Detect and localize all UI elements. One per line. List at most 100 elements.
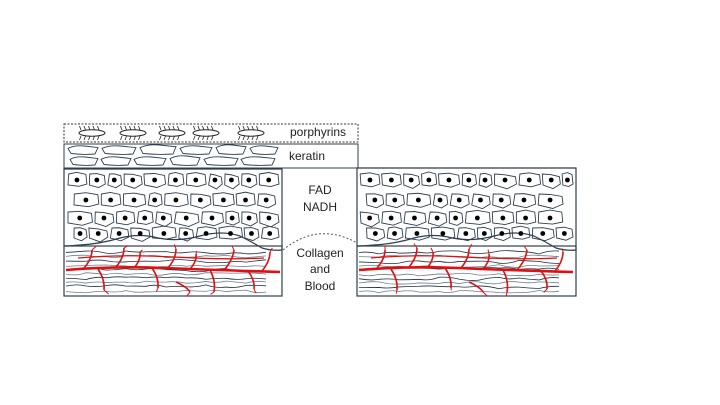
porphyrin-bacteria-group bbox=[78, 125, 265, 141]
blood-vessel-branch bbox=[83, 249, 93, 269]
cell-nucleus bbox=[547, 215, 553, 221]
epidermal-cell bbox=[212, 192, 235, 208]
cell-nucleus bbox=[209, 215, 215, 221]
left-dermis bbox=[63, 245, 283, 297]
epidermal-cell bbox=[531, 227, 555, 242]
collagen-fiber bbox=[65, 259, 267, 263]
cell-nucleus bbox=[499, 231, 505, 236]
epidermal-cell bbox=[88, 173, 106, 188]
keratin-flake bbox=[179, 145, 213, 155]
epidermal-cell bbox=[491, 210, 515, 226]
left-blood-vessels bbox=[65, 244, 281, 297]
epidermal-cell bbox=[115, 210, 136, 226]
cell-nucleus bbox=[108, 197, 114, 203]
keratin-flake bbox=[139, 144, 177, 155]
right-skin-block bbox=[356, 167, 577, 297]
cell-nucleus bbox=[183, 231, 189, 236]
epidermal-cell bbox=[421, 171, 438, 187]
blood-vessel-branch bbox=[554, 251, 564, 272]
right-collagen-fibers bbox=[358, 250, 560, 294]
epidermal-cell bbox=[224, 173, 240, 190]
bacterium-icon bbox=[119, 125, 147, 141]
blood-vessel-branch bbox=[460, 248, 470, 269]
blood-vessel-branch bbox=[261, 251, 271, 272]
blood-vessel-branch bbox=[502, 269, 509, 293]
keratin-flake bbox=[215, 144, 247, 155]
cell-nucleus bbox=[561, 231, 567, 236]
cell-nucleus bbox=[220, 197, 226, 203]
epidermal-cell bbox=[195, 226, 218, 241]
collagen-fiber bbox=[65, 276, 267, 281]
cell-nucleus bbox=[463, 231, 469, 236]
cell-nucleus bbox=[74, 177, 80, 183]
epidermal-cell bbox=[130, 227, 151, 242]
capillary bbox=[253, 288, 257, 294]
cell-nucleus bbox=[203, 231, 209, 236]
cell-nucleus bbox=[267, 231, 273, 236]
blood-vessel-branch bbox=[167, 248, 177, 269]
blood-vessel-branch bbox=[408, 247, 418, 268]
epidermal-cell bbox=[464, 210, 491, 225]
capillary bbox=[413, 243, 418, 249]
keratin-layer-box bbox=[63, 143, 359, 169]
cell-nucleus bbox=[453, 215, 458, 221]
epidermal-cell bbox=[218, 225, 243, 240]
blood-vessel-branch bbox=[247, 270, 255, 290]
epidermal-cell bbox=[260, 225, 280, 240]
epidermal-cell bbox=[471, 193, 491, 210]
epidermal-cell bbox=[167, 172, 185, 187]
cell-nucleus bbox=[392, 231, 397, 236]
blood-vessel bbox=[77, 255, 265, 260]
cell-nucleus bbox=[249, 231, 254, 236]
cell-nucleus bbox=[372, 197, 378, 203]
blood-vessel-branch bbox=[390, 268, 398, 291]
epidermal-cell bbox=[537, 209, 564, 225]
cell-nucleus bbox=[367, 177, 373, 183]
cell-nucleus bbox=[392, 197, 398, 203]
cell-nucleus bbox=[388, 177, 394, 183]
cell-nucleus bbox=[415, 197, 421, 203]
epidermal-cell bbox=[136, 209, 154, 225]
left-skin-block bbox=[63, 168, 283, 297]
collagen-fiber bbox=[358, 250, 560, 255]
blood-vessel-branch bbox=[175, 281, 191, 293]
cell-nucleus bbox=[414, 231, 420, 236]
collagen-fiber bbox=[358, 260, 560, 264]
epidermal-cell bbox=[456, 227, 476, 242]
capillary bbox=[103, 289, 110, 295]
epidermal-cell bbox=[258, 172, 280, 187]
bacterium-icon bbox=[78, 125, 106, 141]
epidermal-cell bbox=[493, 227, 511, 242]
cell-nucleus bbox=[466, 177, 472, 183]
cell-nucleus bbox=[173, 177, 178, 183]
keratin-flake bbox=[69, 156, 99, 166]
cell-nucleus bbox=[111, 177, 117, 183]
cell-nucleus bbox=[502, 177, 508, 183]
epidermal-cell bbox=[164, 192, 189, 208]
cell-nucleus bbox=[228, 231, 233, 236]
cell-nucleus bbox=[434, 215, 440, 221]
cell-nucleus bbox=[526, 177, 532, 183]
cell-nucleus bbox=[173, 197, 179, 203]
epidermal-cell bbox=[404, 226, 430, 241]
collagen-fiber bbox=[358, 272, 560, 277]
epidermal-cell bbox=[403, 211, 427, 226]
epidermal-cell bbox=[511, 225, 531, 240]
epidermal-cell bbox=[476, 226, 493, 241]
keratin-flakes-group bbox=[67, 144, 279, 166]
epidermal-cell bbox=[67, 210, 93, 226]
capillary bbox=[123, 245, 129, 249]
blood-vessel-branch bbox=[426, 251, 434, 269]
epidermal-cell bbox=[518, 172, 542, 188]
epidermal-cell bbox=[381, 172, 402, 188]
epidermal-cell bbox=[241, 173, 258, 189]
blood-vessel bbox=[358, 266, 574, 274]
cell-nucleus bbox=[77, 215, 83, 221]
cell-nucleus bbox=[482, 177, 488, 183]
epidermal-cell bbox=[541, 173, 561, 190]
cell-nucleus bbox=[246, 215, 252, 221]
epidermal-cell bbox=[537, 193, 564, 209]
cell-nucleus bbox=[367, 215, 373, 221]
capillary bbox=[505, 291, 508, 296]
